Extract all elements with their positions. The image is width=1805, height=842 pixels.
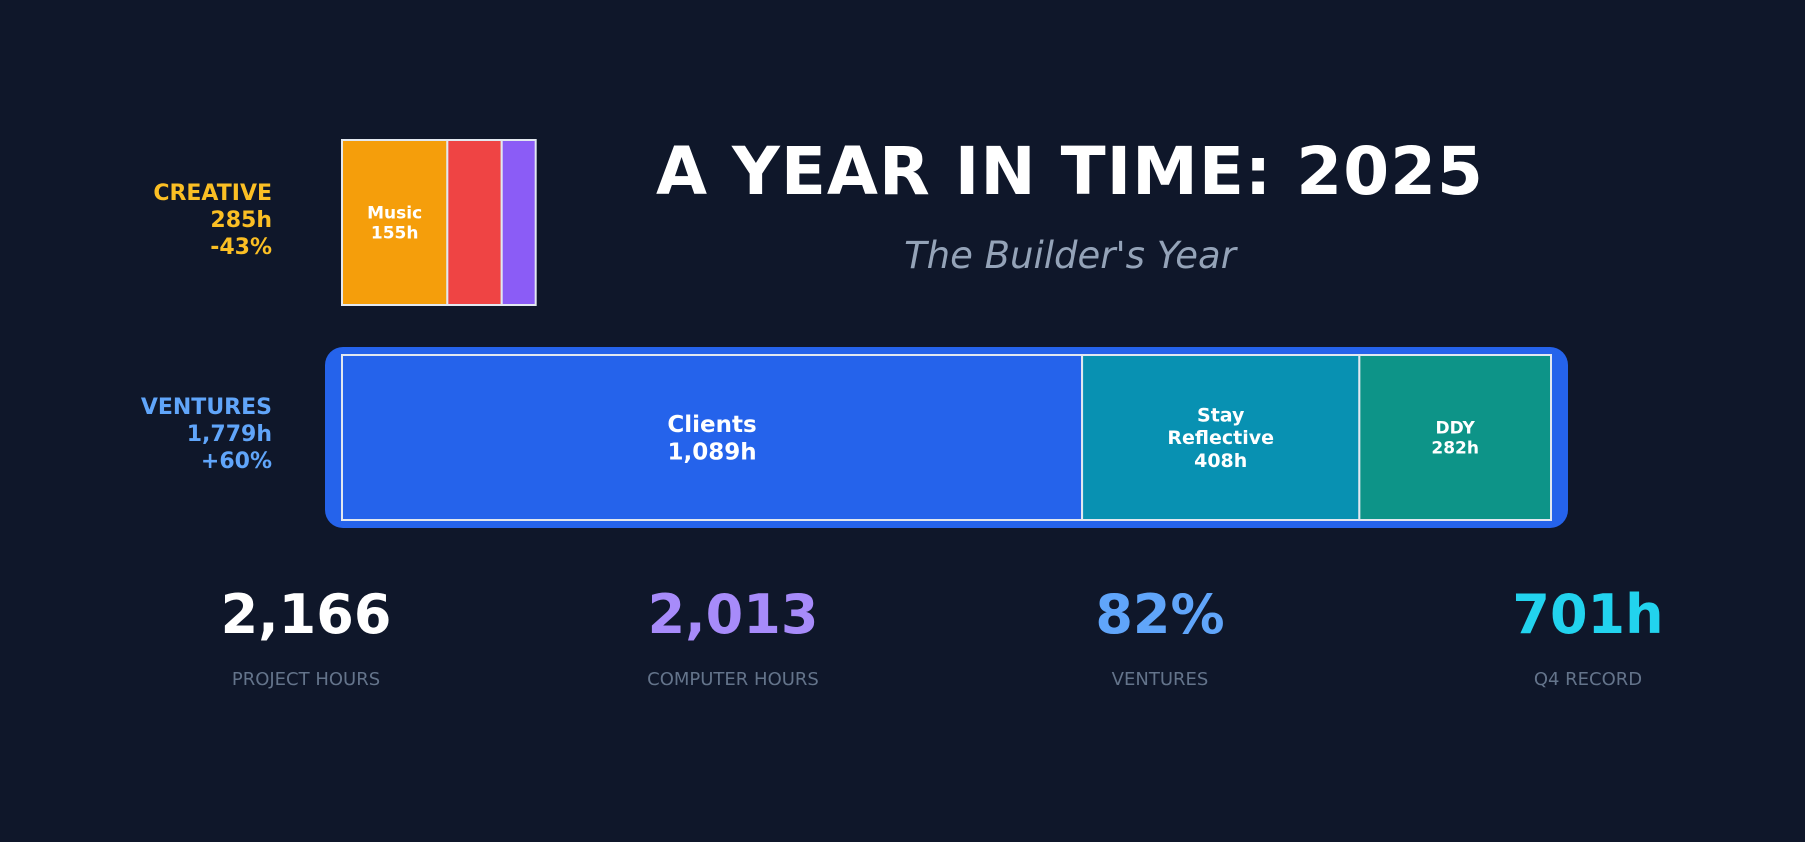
stat-project-hours-label: PROJECT HOURS <box>231 669 381 690</box>
ventures-group-total: 1,779h <box>186 422 272 447</box>
stat-computer-hours-label: COMPUTER HOURS <box>647 669 819 690</box>
stat-q4-record-label: Q4 RECORD <box>1533 669 1643 690</box>
stay-reflective-label: Stay Reflective 408h <box>1167 404 1274 472</box>
stat-ventures-value: 82% <box>1095 583 1225 646</box>
stat-computer-hours-value: 2,013 <box>647 583 819 646</box>
music-label: Music 155h <box>367 203 422 243</box>
stat-ventures-label: VENTURES <box>1111 669 1209 690</box>
creative-segment-2-bar <box>446 139 503 306</box>
creative-segment-3-bar <box>500 139 537 306</box>
stat-project-hours: 2,166 PROJECT HOURS <box>126 580 486 692</box>
clients-label: Clients 1,089h <box>667 412 756 466</box>
ventures-group-label: VENTURES 1,779h +60% <box>60 394 272 475</box>
page-title: A YEAR IN TIME: 2025 <box>656 133 1484 210</box>
creative-group-label: CREATIVE 285h -43% <box>60 180 272 261</box>
ddy-label: DDY 282h <box>1431 418 1479 458</box>
creative-group-name: CREATIVE <box>153 181 272 206</box>
ddy-bar <box>1358 354 1552 521</box>
music-bar <box>341 139 449 306</box>
ventures-group-name: VENTURES <box>140 395 272 420</box>
page-subtitle: The Builder's Year <box>904 234 1236 277</box>
clients-bar <box>341 354 1084 521</box>
creative-group-change: -43% <box>210 235 272 260</box>
stat-q4-record: 701h Q4 RECORD <box>1408 580 1768 692</box>
stat-computer-hours: 2,013 COMPUTER HOURS <box>553 580 913 692</box>
creative-group-total: 285h <box>210 208 272 233</box>
ventures-group-change: +60% <box>200 449 272 474</box>
stat-project-hours-value: 2,166 <box>220 583 392 646</box>
stat-ventures: 82% VENTURES <box>980 580 1340 692</box>
stat-q4-record-value: 701h <box>1512 583 1664 646</box>
